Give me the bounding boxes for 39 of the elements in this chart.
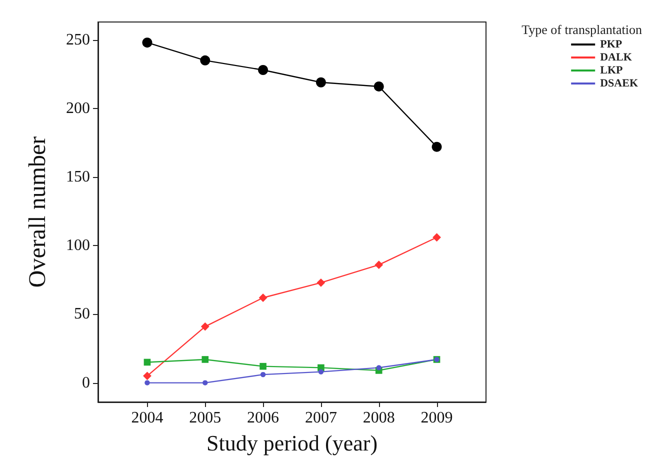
point <box>376 365 382 370</box>
point <box>260 362 266 370</box>
point <box>374 260 384 270</box>
y-tick-label: 150 <box>66 168 90 186</box>
y-tick-label: 100 <box>66 237 90 254</box>
legend-label: PKP <box>600 38 622 50</box>
y-tick-label: 200 <box>66 100 90 117</box>
point <box>374 81 384 92</box>
point <box>200 55 210 66</box>
y-tick-label: 50 <box>74 306 90 323</box>
x-tick-label: 2009 <box>420 410 453 426</box>
legend-label: DALK <box>600 52 632 64</box>
point <box>316 278 326 287</box>
x-tick-label: 2007 <box>304 410 337 426</box>
x-tick-label: 2004 <box>131 410 164 426</box>
x-tick-label: 2006 <box>247 410 280 426</box>
point <box>144 358 151 366</box>
y-tick-label: 0 <box>82 374 90 392</box>
point <box>143 372 152 380</box>
point <box>316 77 326 88</box>
point <box>142 38 152 48</box>
point <box>200 322 210 331</box>
point <box>258 294 268 302</box>
point <box>432 233 441 242</box>
legend-label: DSAEK <box>600 78 638 90</box>
point <box>258 65 268 76</box>
point <box>260 372 266 378</box>
x-tick-label: 2008 <box>362 410 395 426</box>
point <box>318 369 324 374</box>
y-axis-title: Overall number <box>25 136 51 288</box>
point <box>202 380 208 386</box>
y-tick-label: 250 <box>66 31 90 48</box>
legend-label: LKP <box>600 64 623 76</box>
point <box>202 356 209 363</box>
x-tick-label: 2005 <box>189 410 222 426</box>
x-axis-title: Study period (year) <box>206 430 378 456</box>
legend-title: Type of transplantation <box>522 22 642 37</box>
point <box>144 380 150 386</box>
point <box>432 142 442 152</box>
